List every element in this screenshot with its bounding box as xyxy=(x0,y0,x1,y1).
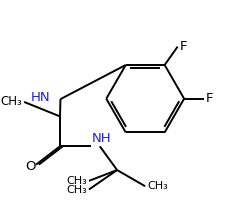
Text: F: F xyxy=(205,92,212,105)
Text: NH: NH xyxy=(92,132,111,145)
Text: F: F xyxy=(179,40,186,53)
Text: CH₃: CH₃ xyxy=(66,184,86,194)
Text: CH₃: CH₃ xyxy=(147,181,167,191)
Text: CH₃: CH₃ xyxy=(66,176,86,186)
Text: O: O xyxy=(25,160,36,173)
Text: HN: HN xyxy=(30,91,50,104)
Text: CH₃: CH₃ xyxy=(0,95,22,108)
